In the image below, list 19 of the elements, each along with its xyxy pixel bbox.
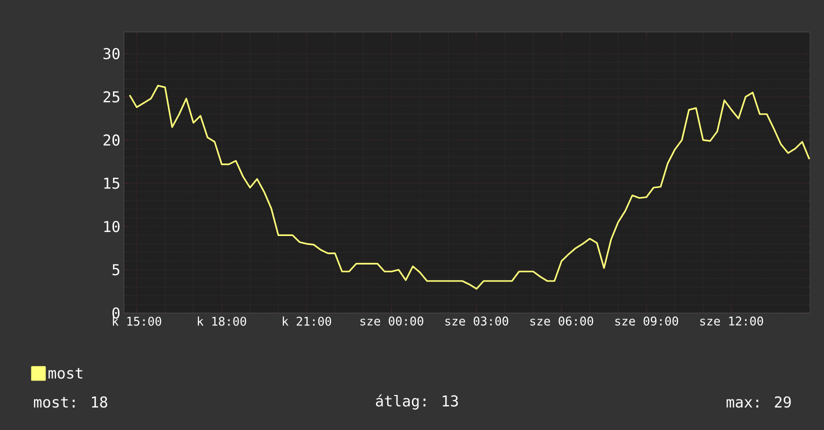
y-tick-label: 15: [104, 178, 120, 189]
x-tick-label: k 15:00: [112, 316, 162, 326]
y-tick-label: 30: [103, 48, 120, 60]
x-tick-label: sze 00:00: [360, 316, 424, 326]
x-tick-label: k 18:00: [198, 316, 246, 326]
text: most: 18: [34, 396, 108, 408]
x-tick-label: sze 06:00: [530, 316, 594, 326]
x-tick-label: k 21:00: [282, 316, 332, 326]
legend-label: most: [48, 368, 82, 379]
y-tick-label: 5: [112, 264, 120, 276]
y-tick-label: 0: [112, 307, 120, 319]
x-tick-label: sze 09:00: [615, 316, 678, 326]
text: átlag: 13: [376, 394, 458, 410]
x-tick-label: sze 03:00: [445, 316, 508, 326]
x-tick-label: sze 12:00: [700, 316, 764, 326]
y-tick-label: 20: [104, 134, 120, 146]
y-tick-label: 10: [104, 220, 120, 232]
y-tick-label: 25: [104, 91, 120, 102]
text: max: 29: [726, 396, 791, 408]
